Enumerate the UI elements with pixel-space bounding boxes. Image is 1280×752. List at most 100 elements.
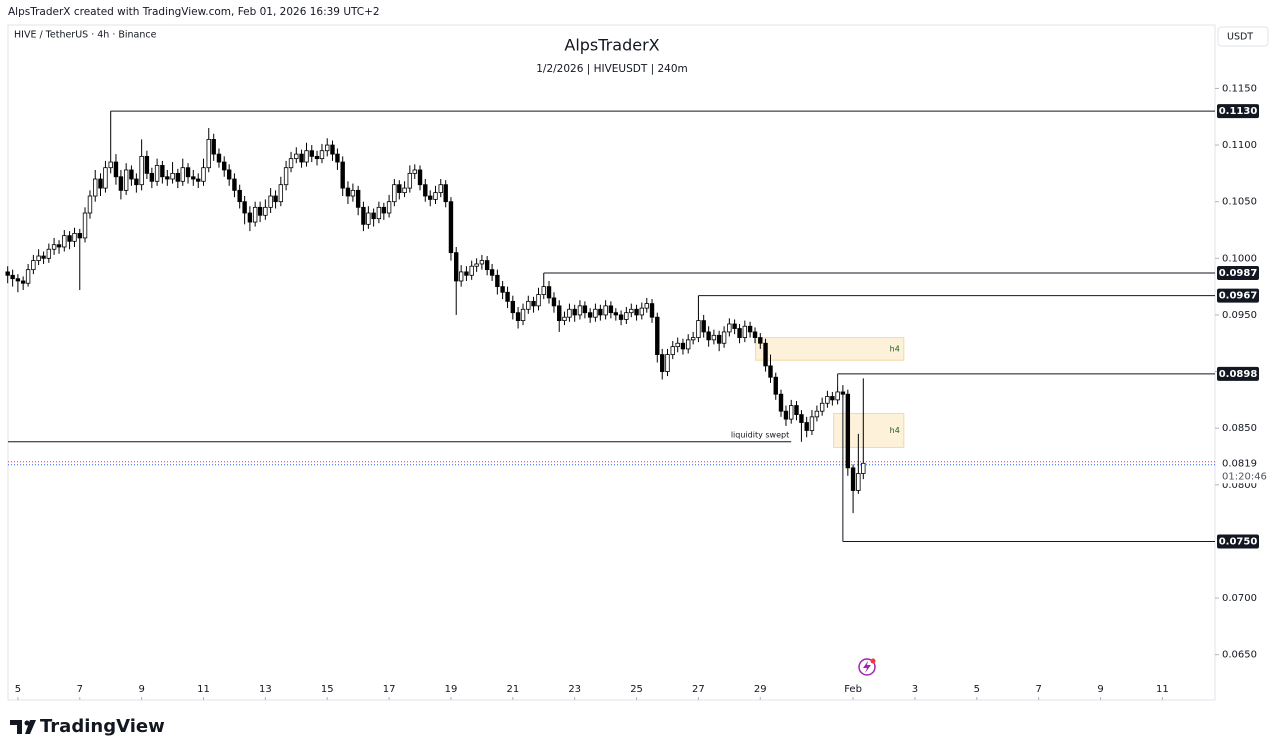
x-tick-label: 29: [754, 684, 767, 695]
candle-body: [603, 305, 608, 316]
x-tick-label: 7: [1035, 684, 1041, 695]
brand: TradingView: [40, 716, 165, 737]
candle-body: [536, 294, 541, 307]
y-tick-label: 0.0700: [1222, 593, 1257, 604]
candle-body: [222, 161, 227, 171]
candle-body: [366, 212, 371, 225]
candle-body: [134, 178, 139, 186]
candle-body: [355, 189, 361, 208]
candle-body: [31, 260, 36, 271]
candle-body: [567, 308, 572, 318]
candle-body: [180, 167, 185, 182]
candle-body: [299, 153, 304, 163]
candle-body: [644, 303, 649, 309]
candle-body: [541, 286, 546, 295]
candle-body: [526, 300, 531, 310]
candle-body: [397, 184, 402, 194]
candle-body: [515, 312, 521, 321]
candle-body: [41, 255, 46, 259]
level-label-box: [1217, 266, 1259, 281]
candle-body: [160, 165, 165, 178]
x-tick-label: Feb: [844, 684, 862, 695]
candle-body: [500, 286, 505, 293]
x-tick-label: 23: [568, 684, 581, 695]
candle-body: [546, 286, 552, 299]
candle-body: [665, 354, 670, 372]
candle-body: [799, 414, 804, 423]
candle-body: [752, 331, 758, 338]
x-tick-label: 9: [138, 684, 144, 695]
candle-body: [350, 189, 356, 197]
y-tick-label: 0.1150: [1222, 83, 1257, 94]
candle-body: [778, 393, 784, 412]
candle-body: [175, 172, 181, 182]
candle-body: [371, 212, 376, 220]
y-tick-label: 0.0850: [1222, 423, 1257, 434]
candle-body: [263, 206, 268, 216]
x-tick-label: 11: [1156, 684, 1169, 695]
y-tick-label: 0.0800: [1222, 480, 1257, 491]
candle-body: [458, 271, 464, 282]
candle-body: [454, 252, 459, 282]
candle-body: [737, 328, 742, 338]
candle-body: [634, 308, 639, 316]
candle-body: [551, 297, 557, 307]
candle-body: [747, 325, 753, 333]
candle-body: [247, 212, 253, 223]
candle-body: [675, 342, 680, 348]
level-label-box: [1217, 534, 1259, 549]
candle-body: [783, 410, 789, 420]
candle-body: [113, 161, 119, 178]
x-tick-label: 19: [445, 684, 458, 695]
y-tick-label: 0.1100: [1222, 140, 1257, 151]
candle-body: [46, 248, 52, 259]
candle-body: [278, 184, 284, 203]
candle-body: [196, 178, 201, 182]
candle-body: [701, 320, 706, 333]
tv-logo: [10, 720, 36, 734]
chart-title: AlpsTraderX: [564, 36, 659, 55]
candle-body: [443, 184, 448, 203]
candle-body: [814, 410, 820, 418]
zone: [755, 337, 905, 361]
candle-body: [67, 235, 72, 242]
x-tick-label: 21: [506, 684, 519, 695]
candle-body: [330, 144, 335, 155]
candle-body: [417, 169, 423, 186]
currency[interactable]: USDT: [1227, 32, 1253, 43]
candle-body: [294, 153, 299, 160]
candle-body: [232, 178, 237, 191]
candle-body: [93, 178, 98, 197]
candle-body: [670, 346, 675, 355]
candle-body: [335, 153, 340, 163]
candle-body: [484, 260, 490, 271]
candle-body: [639, 307, 645, 316]
candle-body: [185, 167, 191, 178]
candle-body: [314, 155, 320, 160]
y-tick-label: 0.0950: [1222, 310, 1257, 321]
candle-body: [206, 138, 211, 169]
candle-body: [840, 391, 846, 395]
candle-body: [469, 265, 474, 276]
candle-body: [392, 184, 397, 203]
candle-body: [861, 462, 866, 474]
y-tick-label: 0.1000: [1222, 253, 1257, 264]
currency-button[interactable]: [1217, 26, 1269, 47]
plot-area: [7, 24, 1216, 701]
x-tick-label: 3: [912, 684, 918, 695]
candle-body: [72, 232, 77, 242]
candle-body: [273, 195, 278, 203]
candle-body: [789, 405, 794, 420]
candle-body: [582, 305, 588, 314]
x-tick-label: 13: [259, 684, 272, 695]
x-tick-label: 9: [1097, 684, 1103, 695]
candle-body: [15, 278, 21, 282]
candle-body: [144, 155, 150, 174]
lightning-icon: [858, 658, 876, 676]
candle-body: [165, 176, 170, 180]
candle-body: [201, 167, 206, 182]
level-label: 0.0898: [1219, 369, 1258, 380]
last-price-label: 0.0819: [1222, 458, 1257, 469]
candle-body: [288, 158, 294, 169]
